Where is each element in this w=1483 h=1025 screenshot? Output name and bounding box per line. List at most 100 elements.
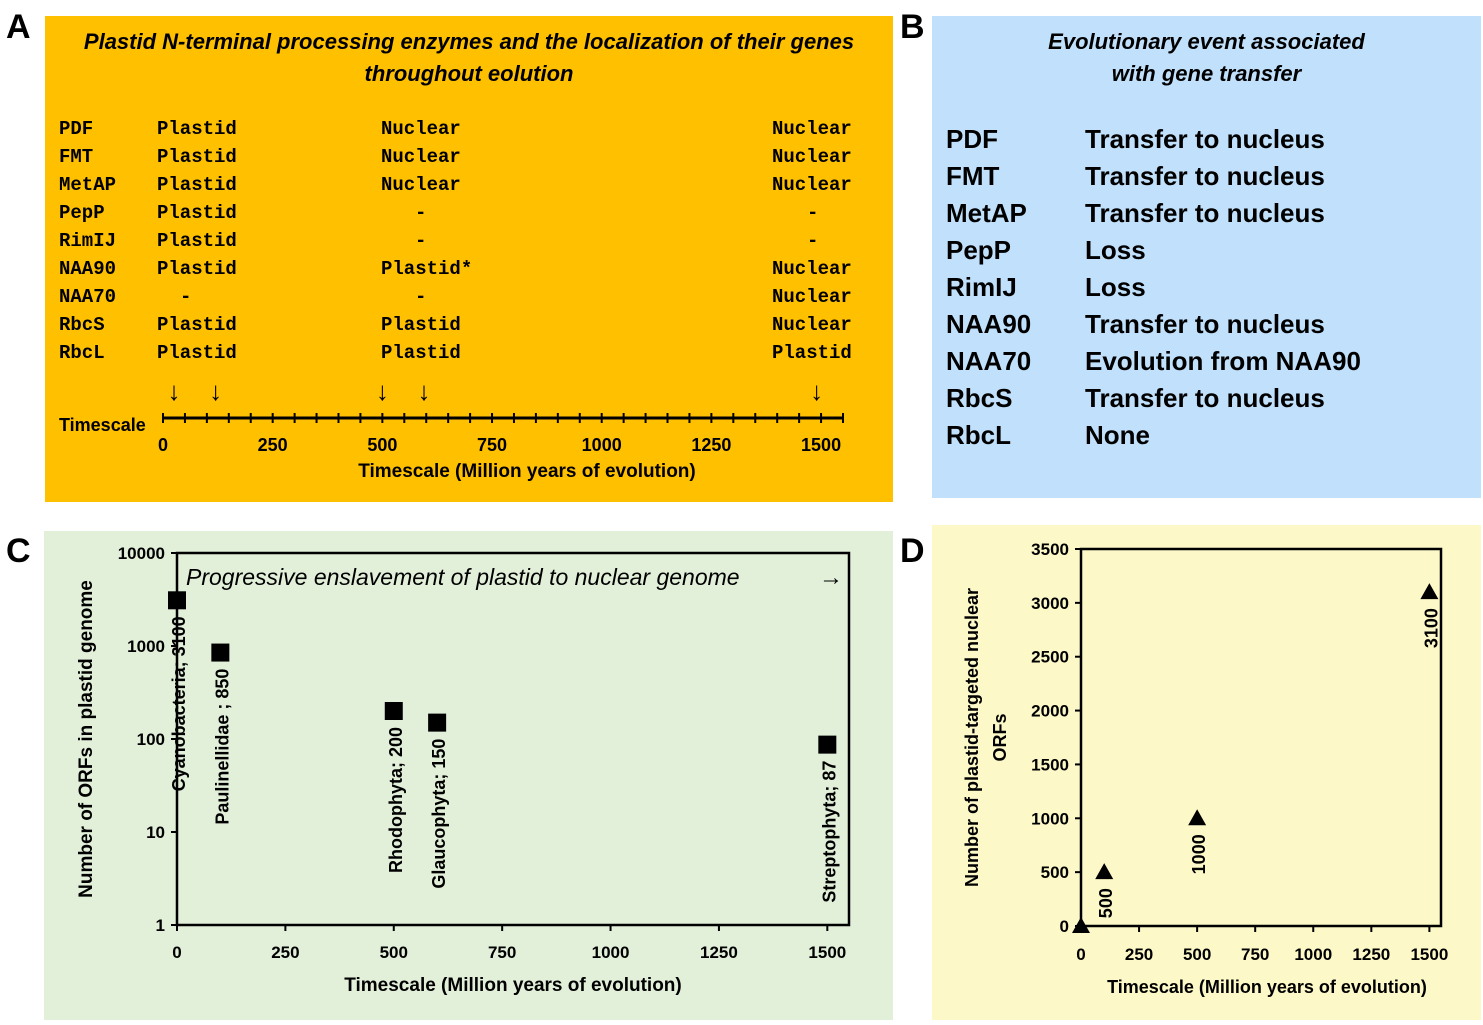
x-tick-label: 1000: [1294, 945, 1332, 964]
gene-name: RimIJ: [59, 230, 117, 252]
localization-cell: Plastid: [157, 230, 237, 252]
evolutionary-event: Loss: [1085, 235, 1146, 265]
timescale-axis: 0 250 500 750 1000 1250 1500 Timescale Timescale…: [59, 376, 844, 482]
panel-d: 0 500 1000 1500 2000 2500 3000 3500 0 250 500 750 10…: [932, 525, 1481, 1020]
y-tick-label: 10: [146, 823, 165, 842]
timescale-tick-label: 0: [158, 435, 168, 455]
gene-name: RbcS: [946, 383, 1013, 413]
gene-name: PDF: [946, 124, 998, 154]
y-tick-label: 10000: [118, 544, 165, 563]
gene-name: NAA90: [59, 258, 117, 280]
data-point-label: Cyanobacteria; 3100: [169, 616, 189, 791]
localization-cell: Plastid: [157, 258, 237, 280]
data-point-triangle: [1072, 917, 1090, 933]
localization-cell: Plastid: [157, 118, 237, 140]
plastid-orf-chart: 1 10 100 1000 10000 0 250 500 750 1000 1250 1500 Tim…: [76, 544, 851, 996]
panel-b-title-line2: with gene transfer: [1111, 61, 1302, 86]
data-point-square: [818, 735, 837, 754]
data-point-triangle: [1188, 809, 1207, 826]
evolutionary-event: Transfer to nucleus: [1085, 309, 1325, 339]
panel-b: Evolutionary event associated with gene …: [932, 16, 1481, 498]
data-point-label: Streptophyta; 87: [819, 761, 839, 903]
down-arrow-icon: ↓: [810, 376, 823, 406]
panel-a-title-line2: throughout eolution: [364, 61, 574, 86]
timescale-tick-label: 1500: [801, 435, 841, 455]
gene-name: RbcL: [59, 342, 105, 364]
y-tick-label: 1000: [127, 637, 165, 656]
data-point-label: 3100: [1421, 608, 1441, 648]
localization-cell: Plastid: [157, 174, 237, 196]
evolutionary-event: Evolution from NAA90: [1085, 346, 1361, 376]
gene-name: FMT: [946, 161, 1000, 191]
y-tick-label: 1500: [1031, 755, 1069, 774]
data-point-label: 500: [1096, 888, 1116, 918]
evolutionary-event: None: [1085, 420, 1150, 450]
gene-name: PepP: [946, 235, 1012, 265]
gene-name: RbcL: [946, 420, 1011, 450]
x-axis-title: Timescale (Million years of evolution): [344, 975, 682, 996]
data-point-triangle: [1095, 863, 1114, 880]
down-arrow-icon: ↓: [209, 376, 222, 406]
localization-cell: Plastid: [157, 314, 237, 336]
localization-cell: Nuclear: [772, 118, 852, 140]
localization-cell: -: [415, 286, 427, 308]
timescale-tick-label: 1000: [582, 435, 622, 455]
timescale-tick-label: 250: [258, 435, 288, 455]
y-tick-label: 2000: [1031, 702, 1069, 721]
data-point-label: Paulinellidae ; 850: [212, 669, 232, 825]
localization-cell: Nuclear: [381, 174, 461, 196]
y-tick-label: 1: [156, 916, 165, 935]
gene-name: RbcS: [59, 314, 105, 336]
y-tick-label: 2500: [1031, 648, 1069, 667]
localization-cell: -: [415, 202, 427, 224]
down-arrow-icon: ↓: [167, 376, 180, 406]
gene-name: NAA70: [59, 286, 117, 308]
evolutionary-event: Transfer to nucleus: [1085, 198, 1325, 228]
x-tick-label: 0: [172, 943, 181, 962]
timescale-axis-title: Timescale (Million years of evolution): [358, 461, 696, 482]
evolutionary-event: Loss: [1085, 272, 1146, 302]
timescale-tick-label: 750: [477, 435, 507, 455]
data-point-square: [211, 643, 230, 662]
localization-cell: -: [807, 202, 819, 224]
x-axis-title: Timescale (Million years of evolution): [1107, 977, 1427, 997]
timescale-tick-label: 1250: [691, 435, 731, 455]
x-tick-label: 1250: [700, 943, 738, 962]
nuclear-orf-chart: 0 500 1000 1500 2000 2500 3000 3500 0 250 500 750 10…: [962, 540, 1448, 997]
gene-name: MetAP: [946, 198, 1027, 228]
panel-letter-d: D: [900, 532, 925, 570]
evolutionary-event: Transfer to nucleus: [1085, 124, 1325, 154]
localization-cell: Nuclear: [772, 174, 852, 196]
panel-c: 1 10 100 1000 10000 0 250 500 750 1000 1250 1500 Tim…: [44, 531, 893, 1020]
gene-name: RimIJ: [946, 272, 1017, 302]
trend-annotation: Progressive enslavement of plastid to nu…: [186, 564, 740, 590]
x-tick-label: 1500: [808, 943, 846, 962]
data-point-square: [384, 702, 403, 721]
localization-cell: -: [180, 286, 192, 308]
panel-b-title: Evolutionary event associated with gene …: [932, 26, 1481, 90]
y-axis-title: Number of ORFs in plastid genome: [76, 580, 97, 898]
localization-cell: -: [807, 230, 819, 252]
x-tick-label: 750: [488, 943, 516, 962]
x-tick-label: 1250: [1352, 945, 1390, 964]
y-tick-label: 0: [1060, 917, 1069, 936]
localization-cell: -: [415, 230, 427, 252]
gene-name: NAA90: [946, 309, 1032, 339]
gene-name: PepP: [59, 202, 105, 224]
data-point-square: [428, 713, 447, 732]
panel-b-title-line1: Evolutionary event associated: [1048, 29, 1365, 54]
panel-a-title-line1: Plastid N-terminal processing enzymes an…: [83, 29, 855, 54]
x-tick-label: 1500: [1410, 945, 1448, 964]
localization-cell: Plastid: [772, 342, 852, 364]
x-tick-label: 500: [380, 943, 408, 962]
localization-cell: Plastid*: [381, 258, 473, 280]
gene-name: MetAP: [59, 174, 117, 196]
localization-cell: Nuclear: [772, 314, 852, 336]
y-tick-label: 500: [1041, 863, 1069, 882]
y-tick-label: 1000: [1031, 809, 1069, 828]
down-arrow-icon: ↓: [418, 376, 431, 406]
localization-cell: Plastid: [157, 202, 237, 224]
data-point-label: 1000: [1189, 834, 1209, 874]
gene-name: NAA70: [946, 346, 1032, 376]
y-axis-title-line1: Number of plastid-targeted nuclear: [962, 588, 982, 887]
